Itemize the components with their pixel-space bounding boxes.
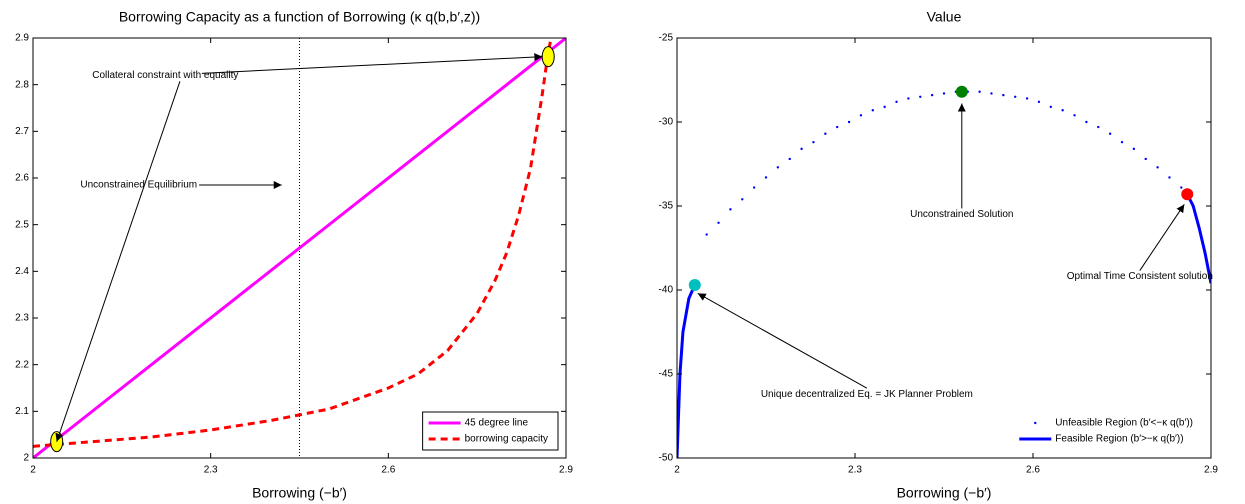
- axes-frame: [32, 37, 567, 459]
- data-point: [741, 198, 744, 201]
- x-tick-label: 2.9: [1204, 465, 1218, 476]
- data-point: [930, 93, 934, 97]
- legend: Unfeasible Region (b′<−κ q(b′)) Feasible …: [1019, 418, 1193, 445]
- data-point: [1120, 140, 1124, 144]
- legend: 45 degree line borrowing capacity: [428, 418, 548, 445]
- data-point: [729, 208, 732, 211]
- marker: [688, 278, 701, 291]
- y-tick-label: 2: [23, 453, 29, 464]
- data-point: [1025, 97, 1029, 100]
- data-point: [990, 92, 993, 95]
- data-point: [764, 176, 768, 179]
- plot-area: [677, 90, 1211, 458]
- annotation: Collateral constraint with equality: [92, 70, 238, 81]
- y-tick-label: -45: [659, 369, 674, 380]
- data-point: [1097, 125, 1100, 129]
- y-tick-label: -40: [659, 285, 674, 296]
- legend-label: 45 degree line: [465, 418, 529, 429]
- legend-box: [422, 411, 559, 451]
- annotation: Unique decentralized Eq. = JK Planner Pr…: [761, 389, 973, 400]
- data-point: [1049, 105, 1053, 109]
- marker: [955, 85, 968, 98]
- data-point: [776, 166, 780, 169]
- data-point: [800, 147, 803, 151]
- x-tick-label: 2: [674, 465, 680, 476]
- marker: [541, 46, 555, 68]
- data-point: [1061, 109, 1064, 112]
- data-point: [895, 100, 898, 104]
- y-tick-label: 2.8: [15, 79, 29, 90]
- legend-label: Unfeasible Region (b′<−κ q(b′)): [1055, 418, 1193, 429]
- data-point: [847, 120, 851, 124]
- annotation: Unconstrained Solution: [910, 209, 1013, 220]
- data-point: [1073, 114, 1076, 117]
- x-axis-label: Borrowing (−b′): [897, 485, 992, 501]
- data-point: [1168, 176, 1171, 179]
- data-line: [677, 193, 1211, 458]
- data-point: [1085, 120, 1088, 124]
- legend-label: borrowing capacity: [465, 434, 548, 445]
- annotation: Unconstrained Equilibrium: [80, 180, 197, 191]
- data-point: [1144, 157, 1147, 161]
- data-point: [907, 97, 910, 100]
- x-tick-label: 2.3: [848, 465, 862, 476]
- data-line: [33, 38, 566, 458]
- y-tick-label: -25: [659, 33, 674, 44]
- data-point: [1002, 93, 1005, 97]
- annotation-arrow: [1139, 204, 1185, 271]
- legend-swatch: [1034, 421, 1037, 425]
- data-point: [871, 109, 874, 112]
- x-tick-label: 2.6: [381, 465, 395, 476]
- data-point: [1156, 166, 1159, 169]
- data-point: [705, 233, 708, 236]
- data-point: [883, 105, 886, 109]
- data-point: [1132, 147, 1136, 151]
- annotation-arrow: [697, 292, 868, 389]
- legend-label: Feasible Region (b′>−κ q(b′)): [1055, 434, 1183, 445]
- y-tick-label: -50: [659, 453, 674, 464]
- data-point: [788, 157, 791, 161]
- y-tick-label: 2.9: [15, 33, 29, 44]
- y-tick-label: 2.6: [15, 173, 29, 184]
- annotation: Optimal Time Consistent solution: [1067, 271, 1213, 282]
- x-tick-label: 2.3: [204, 465, 218, 476]
- x-tick-label: 2: [30, 465, 36, 476]
- plot-area: [33, 38, 566, 458]
- chart-title: Borrowing Capacity as a function of Borr…: [119, 9, 480, 25]
- data-point: [1037, 100, 1041, 104]
- data-point: [824, 132, 827, 135]
- x-tick-label: 2.6: [1026, 465, 1040, 476]
- y-tick-label: -30: [659, 117, 674, 128]
- data-point: [1180, 186, 1183, 189]
- annotation-arrow: [201, 53, 543, 74]
- data-point: [978, 90, 981, 93]
- x-tick-label: 2.9: [559, 465, 573, 476]
- annotation-arrow: [55, 81, 181, 442]
- y-tick-label: 2.5: [15, 219, 29, 230]
- y-tick-label: 2.4: [15, 266, 29, 277]
- data-point: [717, 221, 720, 224]
- chart-title: Value: [927, 9, 962, 25]
- x-axis-label: Borrowing (−b′): [252, 485, 347, 501]
- y-tick-label: 2.3: [15, 313, 29, 324]
- y-tick-label: -35: [659, 201, 674, 212]
- data-point: [812, 140, 815, 144]
- data-point: [859, 114, 863, 117]
- y-tick-label: 2.2: [15, 359, 29, 370]
- data-point: [919, 95, 922, 99]
- marker: [1181, 188, 1194, 201]
- y-tick-label: 2.7: [15, 126, 29, 137]
- data-point: [752, 186, 756, 189]
- data-point: [1014, 95, 1017, 99]
- data-line: [33, 38, 553, 448]
- data-point: [1108, 132, 1112, 135]
- data-point: [942, 92, 946, 95]
- axes-frame: [676, 37, 1212, 459]
- legend-box: [1013, 412, 1203, 450]
- y-tick-label: 2.1: [15, 406, 29, 417]
- data-point: [836, 125, 839, 129]
